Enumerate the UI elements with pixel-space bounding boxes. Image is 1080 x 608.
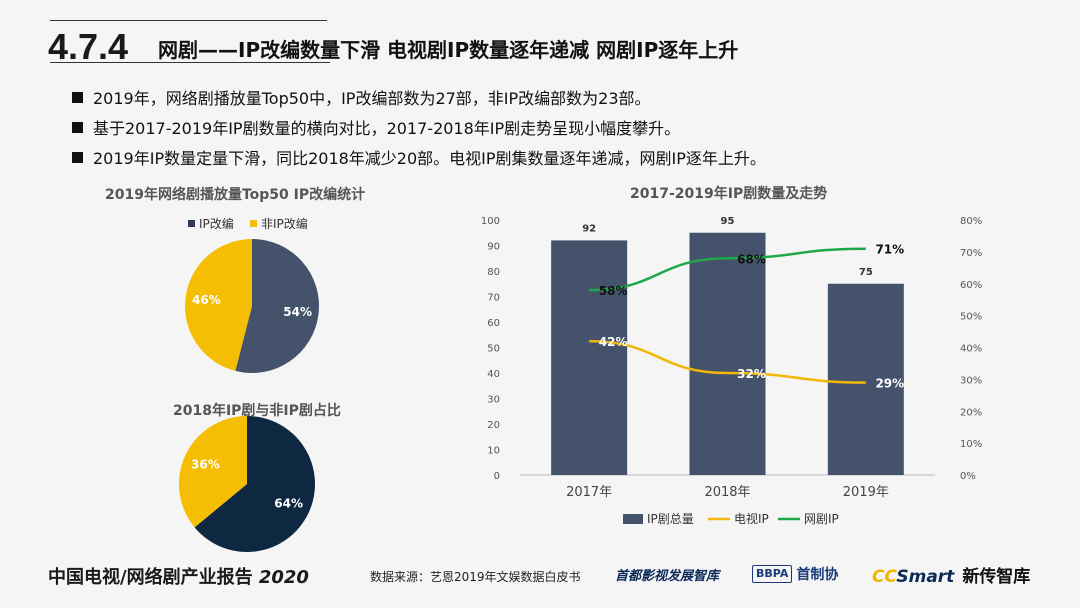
left-tick-label: 80: [487, 267, 500, 278]
pie2-label-nonip: 36%: [191, 457, 220, 471]
right-tick-label: 30%: [960, 375, 982, 386]
header-bottom-rule: [50, 62, 330, 63]
pie2-chart: 64% 36%: [179, 416, 316, 552]
bullet-text: 2019年，网络剧播放量Top50中，IP改编部数为27部，非IP改编部数为23…: [93, 89, 651, 108]
left-tick-label: 70: [487, 293, 500, 304]
left-tick-label: 0: [494, 471, 500, 482]
left-tick-label: 100: [481, 216, 500, 227]
right-tick-label: 50%: [960, 312, 982, 323]
legend-swatch-ip-total: [623, 514, 643, 524]
square-bullet-icon: [72, 121, 83, 133]
bbpa-logo: BBPA 首制协: [752, 564, 838, 584]
bar-ip-total: [551, 240, 628, 475]
pie1-legend-nonip: 非IP改编: [261, 216, 308, 231]
bullet-item: 基于2017-2019年IP剧数量的横向对比，2017-2018年IP剧走势呈现…: [72, 112, 766, 142]
pie1-legend-swatch-nonip: [250, 220, 257, 227]
bullet-text: 2019年IP数量定量下滑，同比2018年减少20部。电视IP剧集数量逐年递减，…: [93, 149, 766, 168]
bbpa-badge: BBPA: [752, 565, 793, 583]
page-title: 网剧——IP改编数量下滑 电视剧IP数量逐年递减 网剧IP逐年上升: [158, 38, 739, 62]
combo-chart-title: 2017-2019年IP剧数量及走势: [630, 186, 828, 202]
bar-value-label: 75: [859, 267, 873, 278]
x-tick-label: 2019年: [843, 485, 889, 500]
tv-ip-label: 29%: [875, 377, 904, 391]
left-tick-label: 20: [487, 420, 500, 431]
capital-film-think-tank-logo: 首都影视发展智库: [615, 569, 720, 584]
pie1-title: 2019年网络剧播放量Top50 IP改编统计: [105, 187, 366, 203]
left-tick-label: 30: [487, 395, 500, 406]
bullet-item: 2019年，网络剧播放量Top50中，IP改编部数为27部，非IP改编部数为23…: [72, 82, 766, 112]
bullet-text: 基于2017-2019年IP剧数量的横向对比，2017-2018年IP剧走势呈现…: [93, 119, 681, 138]
bar-ip-total: [827, 283, 904, 475]
right-tick-label: 70%: [960, 248, 982, 259]
pie1-label-ip: 54%: [283, 305, 312, 319]
report-year: 2020: [258, 567, 309, 588]
tv-ip-line: [589, 339, 866, 384]
x-tick-label: 2017年: [566, 485, 612, 500]
web-ip-label: 68%: [737, 252, 766, 266]
bullet-list: 2019年，网络剧播放量Top50中，IP改编部数为27部，非IP改编部数为23…: [72, 82, 766, 172]
right-tick-label: 20%: [960, 407, 982, 418]
left-tick-label: 60: [487, 318, 500, 329]
pie1-legend-ip: IP改编: [199, 216, 234, 231]
ccsmart-logo: CCSmart 新传智库: [872, 562, 1030, 587]
web-ip-label: 58%: [599, 284, 628, 298]
pie2-slice-nonip: [179, 416, 247, 528]
tv-ip-label: 32%: [737, 367, 766, 381]
left-tick-label: 10: [487, 446, 500, 457]
right-tick-label: 60%: [960, 280, 982, 291]
left-tick-label: 40: [487, 369, 500, 380]
pie1-label-nonip: 46%: [192, 293, 221, 307]
bbpa-text: 首制协: [796, 567, 839, 583]
square-bullet-icon: [72, 91, 83, 103]
header-top-rule: [50, 20, 327, 21]
tv-ip-label: 42%: [599, 335, 628, 349]
bullet-item: 2019年IP数量定量下滑，同比2018年减少20部。电视IP剧集数量逐年递减，…: [72, 142, 766, 172]
pie2-label-ip: 64%: [274, 497, 303, 511]
pie2-title: 2018年IP剧与非IP剧占比: [173, 403, 341, 419]
right-tick-label: 0%: [960, 471, 976, 482]
left-tick-label: 50: [487, 344, 500, 355]
combo-chart: 100908070605040302010080%70%60%50%40%30%…: [481, 216, 982, 526]
bar-value-label: 95: [721, 216, 735, 227]
bar-value-label: 92: [582, 223, 596, 234]
data-source: 数据来源：艺恩2019年文娱数据白皮书: [370, 570, 581, 584]
right-tick-label: 40%: [960, 344, 982, 355]
section-number: 4.7.4: [48, 26, 129, 67]
x-tick-label: 2018年: [704, 485, 750, 500]
ccsmart-smart: Smart: [896, 567, 955, 587]
pie1-slice-nonip: [185, 239, 252, 371]
pie1-chart: IP改编 非IP改编 54% 46%: [185, 216, 319, 373]
ccsmart-cc: CC: [872, 567, 897, 587]
right-tick-label: 10%: [960, 439, 982, 450]
web-ip-label: 71%: [875, 243, 904, 257]
pie2-slice-ip: [194, 416, 316, 552]
report-title: 中国电视/网络剧产业报告 2020: [48, 563, 309, 589]
left-tick-label: 90: [487, 242, 500, 253]
web-ip-line: [589, 247, 866, 292]
bar-ip-total: [689, 232, 766, 475]
report-title-text: 中国电视/网络剧产业报告: [48, 567, 253, 588]
legend-web-ip: 网剧IP: [804, 512, 839, 526]
pie1-slice-ip: [235, 239, 319, 373]
square-bullet-icon: [72, 151, 83, 163]
pie1-legend-swatch-ip: [188, 220, 195, 227]
right-tick-label: 80%: [960, 216, 982, 227]
legend-tv-ip: 电视IP: [734, 511, 769, 526]
ccsmart-cn: 新传智库: [962, 567, 1031, 587]
legend-ip-total: IP剧总量: [647, 512, 694, 526]
